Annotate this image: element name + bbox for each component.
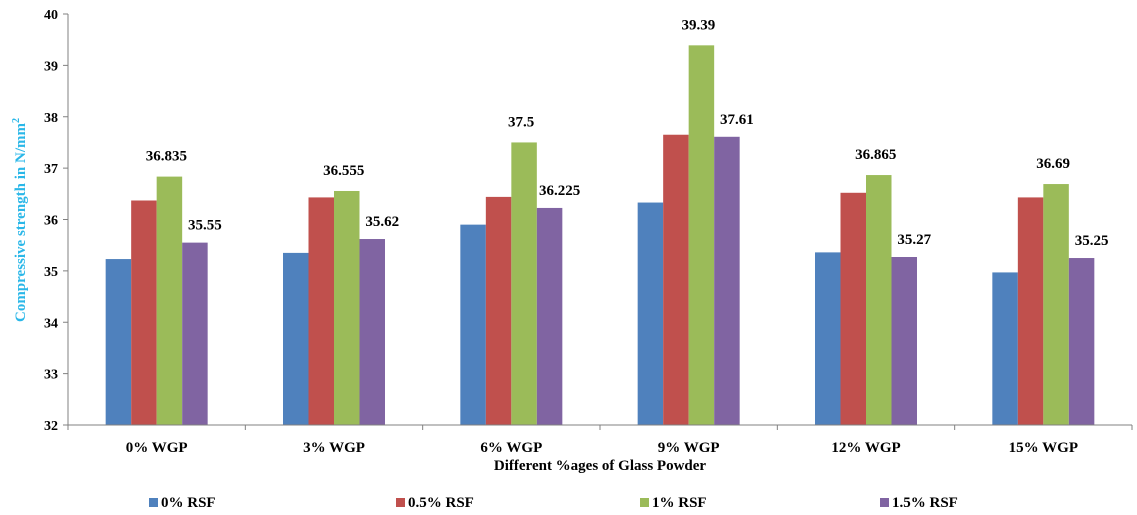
data-label: 37.61	[720, 112, 754, 128]
bar	[308, 197, 334, 425]
x-tick-label: 6% WGP	[480, 440, 542, 456]
bar	[131, 200, 157, 425]
bar	[359, 239, 385, 425]
y-tick-label: 34	[44, 316, 58, 331]
bar	[688, 45, 715, 426]
data-label: 35.25	[1075, 233, 1109, 249]
legend-swatch	[640, 498, 649, 507]
y-tick-label: 36	[44, 214, 58, 229]
y-tick-label: 32	[44, 419, 58, 434]
bar	[1017, 197, 1044, 425]
y-tick-label: 37	[44, 162, 58, 177]
x-tick-label: 9% WGP	[658, 440, 720, 456]
y-axis-title-main: Compressive strength in N/mm	[13, 122, 29, 322]
data-label: 36.865	[855, 147, 896, 163]
legend-swatch	[880, 498, 889, 507]
legend-label: 0% RSF	[161, 495, 216, 511]
data-label: 36.835	[146, 149, 187, 165]
y-tick-label: 39	[44, 59, 58, 74]
bar	[485, 196, 512, 425]
data-label: 39.39	[682, 17, 716, 33]
bar	[714, 136, 740, 425]
bar	[637, 202, 664, 425]
data-label: 35.62	[365, 214, 399, 230]
x-tick-label: 0% WGP	[126, 440, 188, 456]
data-label: 36.555	[323, 163, 364, 179]
y-tick-label: 35	[44, 265, 58, 280]
bar	[511, 142, 537, 425]
bar	[840, 192, 866, 425]
y-tick-label: 40	[44, 8, 58, 23]
legend-label: 1.5% RSF	[892, 495, 958, 511]
bar	[866, 175, 892, 425]
x-axis-tick-labels: 0% WGP 3% WGP 6% WGP 9% WGP 12% WGP 15% WGP	[67, 425, 1133, 456]
x-tick-label: 3% WGP	[303, 440, 365, 456]
data-label: 35.27	[897, 232, 931, 248]
legend-label: 1% RSF	[652, 495, 707, 511]
data-label: 35.55	[188, 218, 222, 234]
data-label: 37.5	[508, 114, 534, 130]
bar	[460, 224, 486, 425]
bar	[105, 259, 132, 425]
bar	[992, 272, 1018, 425]
bar	[891, 257, 917, 425]
bar	[663, 134, 689, 425]
bar	[815, 252, 841, 425]
y-axis-title-superscript: 2	[11, 118, 22, 123]
data-labels: 36.835 35.55 36.555 35.62 37.5 36.225 39.39 37.…	[146, 17, 1109, 249]
bar	[334, 190, 360, 425]
y-tick-label: 33	[44, 368, 58, 383]
y-axis-title: Compressive strength in N/mm2	[11, 118, 29, 322]
bar	[182, 242, 208, 425]
bar	[283, 252, 309, 425]
bar	[1068, 258, 1095, 425]
y-axis-ticks: 32 33 34 35 36 37 38 39 40	[44, 8, 68, 434]
x-tick-label: 15% WGP	[1009, 440, 1078, 456]
legend: 0% RSF 0.5% RSF 1% RSF 1.5% RSF	[149, 495, 958, 511]
legend-label: 0.5% RSF	[408, 495, 474, 511]
legend-swatch	[149, 498, 158, 507]
bar	[1043, 184, 1069, 425]
legend-swatch	[396, 498, 405, 507]
x-axis-title: Different %ages of Glass Powder	[494, 458, 707, 474]
bar	[536, 207, 563, 425]
data-label: 36.225	[539, 183, 580, 199]
bar	[156, 176, 183, 425]
bars	[105, 45, 1095, 426]
x-tick-label: 12% WGP	[831, 440, 900, 456]
y-tick-label: 38	[44, 111, 58, 126]
data-label: 36.69	[1036, 156, 1070, 172]
